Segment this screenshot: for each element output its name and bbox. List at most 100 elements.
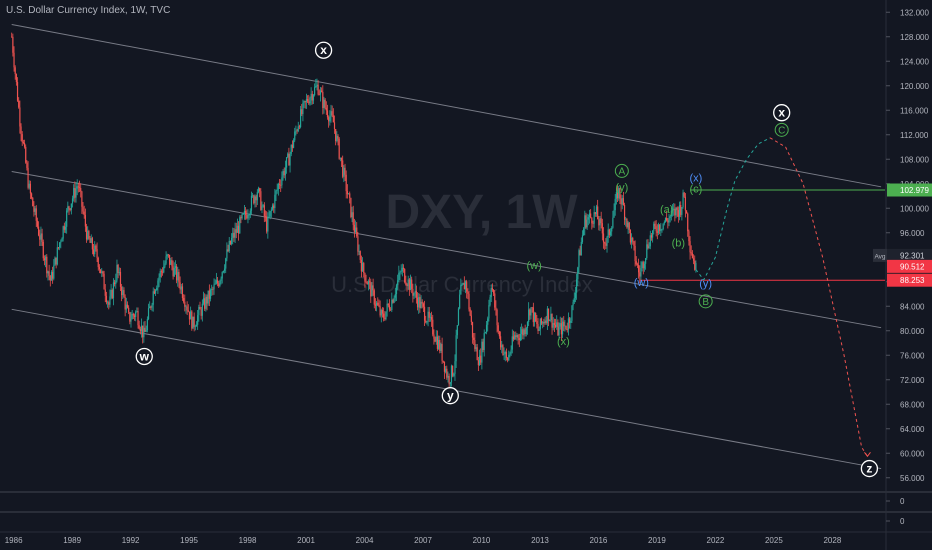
candle-body [597,206,599,220]
candle-body [26,162,28,168]
candle-body [507,357,509,361]
level-price-label: 88.253 [900,276,925,285]
candle-body [435,336,437,342]
candle-body [317,84,319,95]
time-axis-label: 2001 [297,536,315,545]
candle-body [638,265,640,273]
candle-body [139,328,141,332]
candle-body [136,311,138,312]
candle-body [457,308,460,326]
candle-body [330,111,332,117]
candle-body [295,130,297,132]
wave-label-y: y [447,389,454,403]
candle-body [668,218,670,223]
candle-body [57,247,60,248]
candle-body [240,217,242,219]
candle-body [383,313,385,318]
projection-path-up[interactable] [695,137,771,281]
candle-body [149,306,151,309]
candle-body [671,210,674,211]
candle-body [78,187,81,188]
candle-body [107,302,109,303]
candle-body [142,325,144,338]
candle-body [304,101,306,103]
candle-body [128,307,130,313]
candle-body [292,140,295,148]
price-tag [887,248,932,262]
candle-body [101,271,103,274]
candle-body [230,237,233,245]
candle-body [639,272,641,277]
candle-body [489,297,491,306]
time-axis-label: 2022 [707,536,725,545]
candle-body [204,298,206,309]
candle-body [214,283,216,285]
candle-body [22,141,24,144]
candle-body [207,290,209,304]
candle-body [260,191,262,210]
candle-body [298,126,301,128]
candle-body [15,74,17,83]
wave-marker-circle [860,459,879,478]
candle-body [268,216,270,218]
candle-body [443,361,446,372]
candle-body [252,195,254,197]
candle-body [97,257,99,268]
candle-body [592,223,594,224]
candle-body [418,297,420,308]
candle-body [289,153,291,166]
candle-body [409,279,412,291]
candle-body [529,309,531,316]
candle-body [333,122,336,130]
candle-body [116,264,118,281]
candle-body [318,94,320,96]
candle-body [370,282,372,297]
candle-body [360,259,363,272]
candle-body [537,324,539,331]
candle-body [404,268,406,283]
candle-body [71,198,74,204]
channel-line-upper[interactable] [11,24,882,188]
candle-body [75,188,77,198]
candle-body [297,126,299,132]
candle-body [310,93,312,98]
avg-badge-label: Avg [874,253,885,260]
candle-body [137,311,139,326]
candle-body [83,211,85,216]
candle-body [311,93,313,101]
candle-body [615,191,617,199]
wave-label-B: B [702,297,709,308]
candle-body [344,167,346,175]
projection-path-down[interactable] [769,137,868,457]
channel-line-middle[interactable] [11,171,882,329]
candle-body [253,195,255,204]
candle-body [183,298,185,302]
candle-body [540,318,543,324]
candle-body [574,292,577,299]
level-price-label: 102.979 [900,186,929,195]
candle-body [373,290,375,305]
candle-body [475,347,477,349]
candle-body [324,99,326,108]
candle-body [546,308,548,324]
candle-body [200,309,202,316]
candle-body [160,271,163,272]
chart-title: U.S. Dollar Currency Index, 1W, TVC [6,5,171,16]
candle-body [359,251,361,260]
candle-body [301,109,303,115]
price-tag-label: 92.301 [900,251,925,260]
candle-body [205,296,207,309]
candle-body [12,36,14,53]
candle-body [423,306,426,321]
candle-body [159,271,161,278]
projection-arrowhead [864,452,871,458]
candle-body [552,322,554,328]
candle-body [266,216,268,232]
candle-body [685,210,688,214]
candle-body [211,288,213,290]
candle-body [34,208,36,212]
level-price-tag [887,183,932,197]
price-axis-label: 84.000 [900,302,925,311]
candle-body [255,196,257,201]
